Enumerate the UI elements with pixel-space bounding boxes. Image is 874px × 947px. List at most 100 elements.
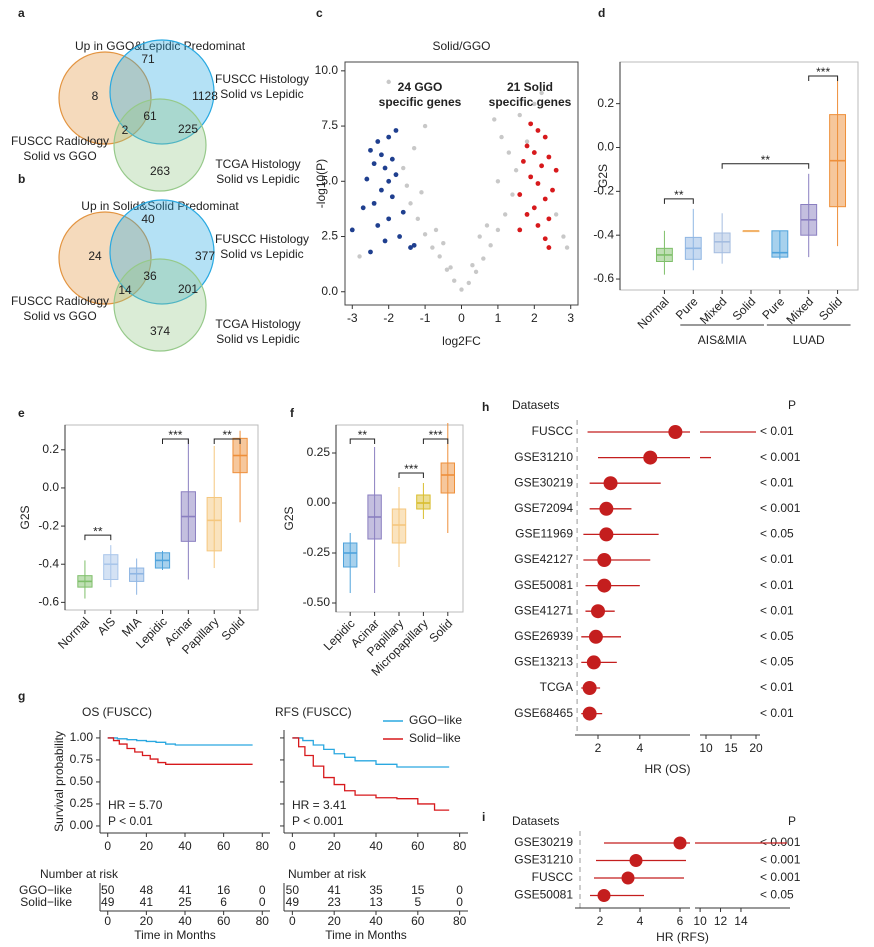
- box: [440, 462, 456, 494]
- venn-set-label: FUSCC Histology: [215, 232, 309, 246]
- venn-count: 201: [178, 282, 198, 296]
- x-tick-label: 0: [104, 839, 111, 853]
- point: [375, 139, 381, 144]
- point: [382, 165, 388, 171]
- survival-curve: [107, 737, 253, 765]
- y-tick-label: 0.0: [321, 284, 338, 298]
- risk-count: 0: [456, 895, 463, 909]
- point: [546, 245, 552, 250]
- y-tick-label: -0.25: [303, 545, 331, 559]
- p-value: < 0.01: [760, 552, 794, 566]
- dataset-name: GSE31210: [514, 853, 573, 867]
- point: [542, 236, 548, 242]
- hr-point: [599, 527, 614, 542]
- risk-count: 50: [101, 883, 115, 897]
- risk-count: 5: [414, 895, 421, 909]
- survival-curve: [292, 737, 450, 811]
- significance-bracket: [398, 472, 424, 478]
- point: [517, 112, 522, 118]
- point: [368, 249, 373, 255]
- x-tick-label: 60: [217, 914, 231, 928]
- venn-count: 36: [143, 269, 157, 283]
- header: Datasets: [512, 398, 559, 412]
- hr-point: [586, 655, 601, 670]
- significance-bracket: [721, 163, 810, 169]
- point: [411, 145, 417, 151]
- point: [386, 216, 392, 222]
- risk-count: 0: [259, 883, 266, 897]
- p-value: < 0.01: [760, 424, 794, 438]
- significance-label: ***: [429, 428, 443, 442]
- dataset-name: GSE42127: [514, 552, 573, 566]
- x-tick-label: 80: [453, 839, 467, 853]
- significance-bracket: [213, 438, 241, 444]
- risk-count: 41: [140, 895, 154, 909]
- y-tick-label: 0.75: [70, 752, 94, 766]
- point: [349, 227, 355, 233]
- p-value: < 0.05: [760, 655, 794, 669]
- point: [510, 192, 515, 197]
- box: [713, 232, 731, 254]
- hr-point: [597, 889, 611, 902]
- venn-count: 263: [150, 164, 170, 178]
- point: [401, 165, 406, 171]
- x-tick-label: 14: [734, 914, 748, 928]
- venn-set-label: TCGA Histology: [215, 317, 300, 331]
- y-axis-label: G2S: [18, 505, 32, 529]
- venn-count: 225: [178, 122, 198, 136]
- point: [422, 232, 428, 237]
- venn-set-label: TCGA Histology: [215, 157, 300, 171]
- p-value: < 0.01: [760, 578, 794, 592]
- point: [389, 194, 395, 200]
- panel-label: f: [290, 406, 295, 420]
- hr-point: [621, 871, 635, 885]
- hr-point: [588, 629, 603, 644]
- venn-count: 14: [118, 283, 132, 297]
- risk-row-label: GGO−like: [19, 883, 72, 897]
- x-axis-label: Time in Months: [134, 928, 216, 942]
- x-tick-label: 0: [289, 914, 296, 928]
- point: [393, 172, 399, 178]
- p-value: < 0.001: [760, 450, 801, 464]
- significance-label: **: [93, 524, 103, 538]
- y-tick-label: -0.2: [593, 184, 614, 198]
- legend-label: Solid−like: [409, 731, 461, 745]
- x-tick-label: 0: [458, 311, 465, 325]
- venn-set-label: FUSCC Radiology: [11, 134, 109, 148]
- y-tick-label: -0.6: [38, 595, 59, 609]
- y-tick-label: 10.0: [315, 63, 339, 77]
- hr-point: [582, 681, 597, 695]
- significance-label: ***: [168, 428, 182, 442]
- venn-set-label: FUSCC Radiology: [11, 294, 109, 308]
- point: [524, 212, 530, 217]
- venn-set-label: Solid vs Lepidic: [220, 87, 303, 101]
- box: [416, 494, 431, 510]
- x-tick-label: 20: [328, 914, 342, 928]
- venn-set: [109, 199, 215, 305]
- point: [484, 223, 490, 228]
- hr-point: [673, 836, 687, 850]
- point: [441, 240, 446, 246]
- point: [535, 181, 541, 186]
- annotation: specific genes: [379, 95, 462, 109]
- p-value: < 0.01: [760, 680, 794, 694]
- x-tick-label: -3: [347, 311, 358, 325]
- point: [520, 159, 526, 164]
- p-value: < 0.01: [760, 706, 794, 720]
- y-tick-label: 0.25: [307, 445, 331, 459]
- p-value: < 0.001: [760, 870, 801, 884]
- y-tick-label: 0.0: [597, 140, 614, 154]
- point: [459, 287, 464, 292]
- point: [404, 183, 410, 188]
- risk-count: 41: [178, 883, 192, 897]
- point: [546, 216, 552, 222]
- risk-count: 6: [220, 895, 227, 909]
- hr-point: [599, 501, 614, 516]
- point: [371, 161, 377, 167]
- point: [517, 227, 523, 233]
- group-label: AIS&MIA: [698, 333, 747, 347]
- x-tick-label: 12: [714, 914, 728, 928]
- x-tick-label: 10: [699, 741, 713, 755]
